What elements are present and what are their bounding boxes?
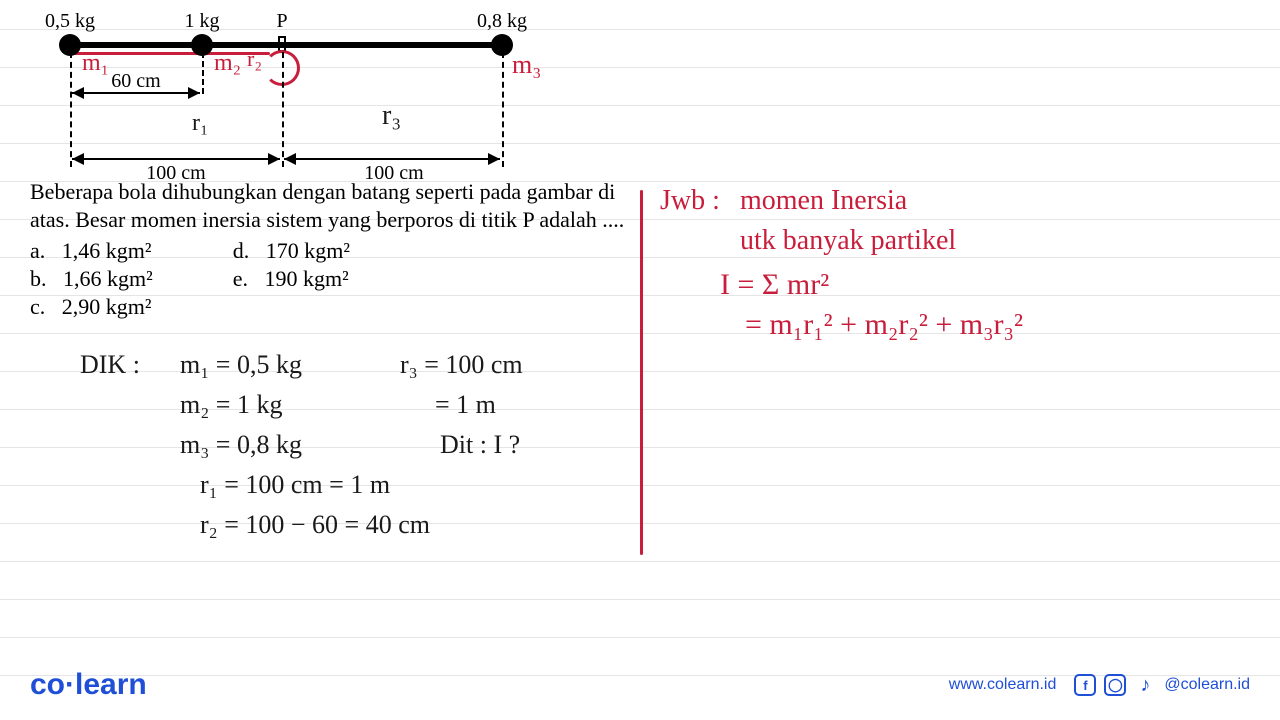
dim-100L [72, 158, 280, 160]
mass-1-label: 0,5 kg [45, 10, 95, 33]
given-r1: r₁ = 100 cm = 1 m [200, 470, 390, 500]
given-r3a: r₃ = 100 cm [400, 350, 523, 380]
option-e-val: 190 kgm² [264, 266, 348, 291]
given-r2: r₂ = 100 − 60 = 40 cm [200, 510, 430, 540]
brand-logo: co·learn [30, 668, 147, 702]
given-m3: m₃ = 0,8 kg [180, 430, 302, 460]
physics-diagram: 0,5 kg 1 kg P 0,8 kg m₁ m₂ m₃ r₂ 60 cm 1… [42, 10, 522, 170]
footer: co·learn www.colearn.id f ◯ ♪ @colearn.i… [30, 668, 1250, 702]
option-b-val: 1,66 kgm² [63, 266, 153, 291]
problem-text: Beberapa bola dihubungkan dengan batang … [30, 178, 630, 234]
social-icons: f ◯ ♪ @colearn.id [1074, 674, 1250, 696]
dim-100R [284, 158, 500, 160]
dim-100R-label: 100 cm [364, 162, 423, 185]
given-m2: m₂ = 1 kg [180, 390, 282, 420]
answer-options: a. 1,46 kgm² b. 1,66 kgm² c. 2,90 kgm² d… [30, 238, 1250, 322]
brand-text: co·learn [30, 668, 147, 701]
content: 0,5 kg 1 kg P 0,8 kg m₁ m₂ m₃ r₂ 60 cm 1… [0, 0, 1280, 332]
option-a-val: 1,46 kgm² [62, 238, 152, 263]
dim-100L-label: 100 cm [146, 162, 205, 185]
facebook-icon: f [1074, 674, 1096, 696]
tiktok-icon: ♪ [1134, 674, 1156, 696]
given-m1: m₁ = 0,5 kg [180, 350, 302, 380]
annot-m1: m₁ [82, 50, 109, 77]
mass-3-label: 0,8 kg [477, 10, 527, 33]
annot-r3: r₃ [382, 100, 401, 132]
footer-right: www.colearn.id f ◯ ♪ @colearn.id [949, 674, 1250, 696]
footer-url: www.colearn.id [949, 676, 1057, 694]
annot-m3: m₃ [512, 50, 541, 80]
dim-60cm-label: 60 cm [111, 70, 160, 93]
option-d: d. 170 kgm² [233, 238, 350, 264]
option-b: b. 1,66 kgm² [30, 266, 153, 292]
given-heading: DIK : [80, 350, 140, 380]
dash-m2 [202, 52, 204, 94]
option-c-val: 2,90 kgm² [62, 294, 152, 319]
dash-left [70, 52, 72, 167]
mass-2-label: 1 kg [185, 10, 220, 33]
option-c: c. 2,90 kgm² [30, 294, 153, 320]
annot-r2-top: r₂ [247, 46, 262, 72]
footer-handle: @colearn.id [1164, 676, 1250, 694]
instagram-icon: ◯ [1104, 674, 1126, 696]
given-dit: Dit : I ? [440, 430, 520, 460]
dash-P [282, 52, 284, 167]
option-d-val: 170 kgm² [266, 238, 350, 263]
annot-m2: m₂ [214, 50, 241, 77]
given-r3b: = 1 m [435, 390, 496, 420]
option-a: a. 1,46 kgm² [30, 238, 153, 264]
annot-r1: r₁ [192, 110, 208, 137]
option-e: e. 190 kgm² [233, 266, 350, 292]
dash-right [502, 52, 504, 167]
point-P-label: P [276, 10, 287, 33]
